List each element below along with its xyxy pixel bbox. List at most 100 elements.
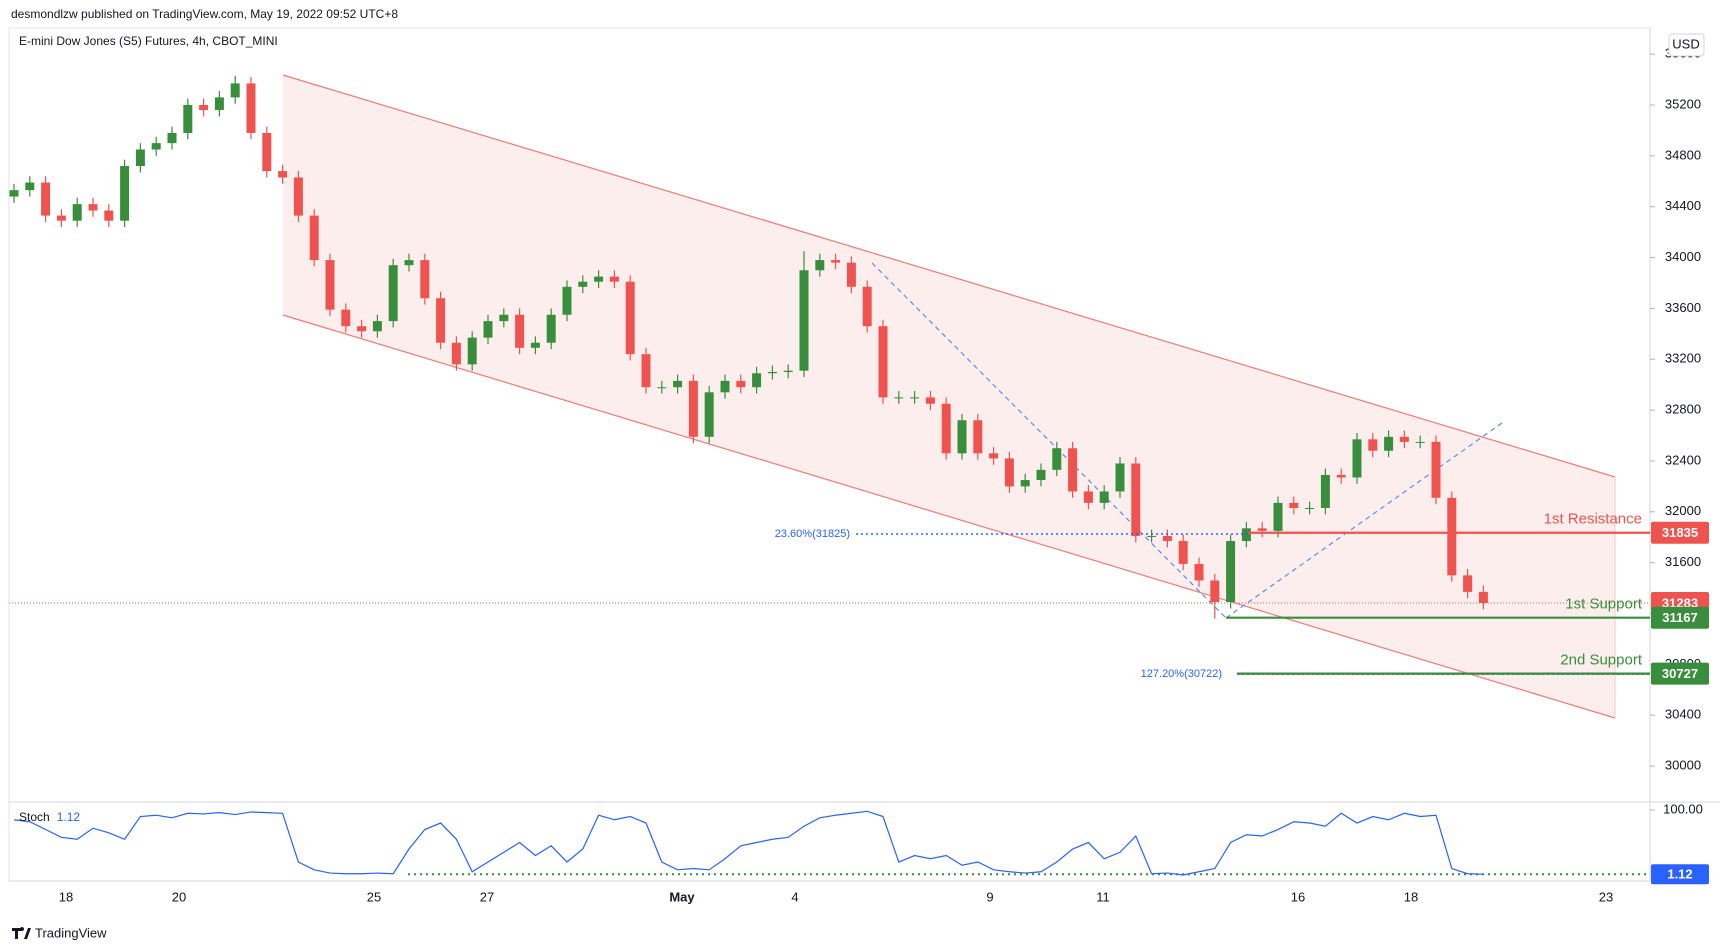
candle-body	[88, 204, 98, 211]
candle-body	[325, 260, 335, 310]
candle-body	[1131, 463, 1141, 536]
candle-body	[199, 105, 209, 111]
stoch-tag	[1651, 864, 1709, 885]
candle-body	[120, 166, 130, 221]
channel-fill	[283, 75, 1615, 718]
candle-body	[767, 371, 777, 374]
level-label: 1st Resistance	[1544, 511, 1642, 528]
candle-body	[167, 132, 177, 144]
price-tag-label: 31283	[1662, 595, 1698, 610]
candle-body	[546, 314, 556, 343]
candle-body	[1431, 441, 1441, 498]
candle-body	[357, 326, 367, 332]
candle-body	[246, 83, 256, 133]
candle-body	[388, 265, 398, 322]
candle-body	[1336, 474, 1346, 478]
candle-body	[515, 314, 525, 348]
stoch-legend-value: 1.12	[57, 810, 81, 824]
candle-body	[483, 321, 493, 338]
y-tick-label: 35200	[1665, 96, 1701, 111]
candle-body	[831, 260, 841, 263]
candle-body	[1257, 528, 1267, 531]
y-tick-label: 33200	[1665, 351, 1701, 366]
candle-body	[135, 149, 145, 167]
candle-body	[72, 204, 82, 221]
candle-body	[1115, 463, 1125, 492]
candle-body	[925, 397, 935, 404]
candle-body	[1020, 480, 1030, 487]
candle-body	[1226, 541, 1236, 603]
candle-body	[436, 298, 446, 343]
candle-body	[752, 373, 762, 388]
stoch-legend: Stoch	[19, 810, 50, 824]
candle-body	[1099, 491, 1109, 503]
candle-body	[1036, 469, 1046, 481]
candle-body	[451, 342, 461, 365]
candle-body	[941, 403, 951, 454]
price-pane	[9, 75, 1650, 676]
symbol-title: E-mini Dow Jones (S5) Futures, 4h, CBOT_…	[19, 34, 278, 48]
stoch-line	[13, 810, 1484, 876]
candle-body	[973, 420, 983, 454]
x-tick-label: 27	[480, 889, 494, 904]
candle-body	[673, 380, 683, 388]
candle-body	[56, 215, 66, 221]
candle-body	[530, 342, 540, 348]
candle-body	[104, 210, 114, 221]
candle-body	[1068, 448, 1078, 492]
x-tick-label: 4	[791, 889, 798, 904]
x-tick-label: 16	[1291, 889, 1305, 904]
candle-body	[578, 281, 588, 287]
candle-body	[183, 105, 193, 133]
candle-body	[1305, 507, 1315, 509]
x-tick-label: 20	[172, 889, 186, 904]
candle-body	[1194, 563, 1204, 581]
y-tick-label: 30400	[1665, 707, 1701, 722]
candle-body	[736, 380, 746, 388]
candle-body	[1447, 497, 1457, 576]
candle-body	[625, 281, 635, 355]
y-tick-label: 34000	[1665, 249, 1701, 264]
candle-body	[1415, 441, 1425, 443]
candle-body	[1368, 439, 1378, 451]
candle-body	[1352, 439, 1362, 478]
y-tick-label: 32000	[1665, 503, 1701, 518]
candle-body	[151, 143, 161, 150]
channel-upper	[282, 74, 1616, 478]
price-tag-label: 31167	[1662, 610, 1697, 625]
x-tick-label: 25	[367, 889, 381, 904]
candle-body	[657, 387, 667, 389]
candle-body	[1083, 491, 1093, 503]
candle-body	[9, 190, 19, 197]
candle-body	[467, 337, 477, 365]
candle-body	[720, 380, 730, 393]
candle-body	[594, 276, 604, 282]
candle-body	[783, 370, 793, 372]
channel-lower	[282, 314, 1616, 719]
y-tick-label: 32400	[1665, 452, 1701, 467]
price-tag-label: 31835	[1662, 525, 1698, 540]
candle-body	[1052, 448, 1062, 470]
candle-body	[230, 83, 240, 98]
candle-body	[688, 380, 698, 437]
price-tag-label: 30727	[1662, 666, 1698, 681]
candle-body	[1004, 458, 1014, 487]
candle-body	[562, 286, 572, 315]
candle-body	[25, 182, 35, 191]
candle-body	[262, 132, 272, 172]
stoch-tag-label: 1.12	[1667, 867, 1692, 882]
x-tick-label: 9	[986, 889, 993, 904]
candle-body	[815, 260, 825, 271]
candle-body	[1320, 474, 1330, 508]
currency-box[interactable]	[1668, 33, 1705, 57]
y-tick-label: 34800	[1665, 147, 1701, 162]
footer-brand: TradingView	[35, 925, 107, 940]
level-label: 1st Support	[1565, 596, 1643, 613]
stoch-y-tick-label: 100.00	[1663, 801, 1703, 816]
candle-body	[278, 171, 288, 178]
candle-body	[989, 453, 999, 459]
logo-mark	[12, 927, 31, 939]
candle-body	[1147, 535, 1157, 537]
